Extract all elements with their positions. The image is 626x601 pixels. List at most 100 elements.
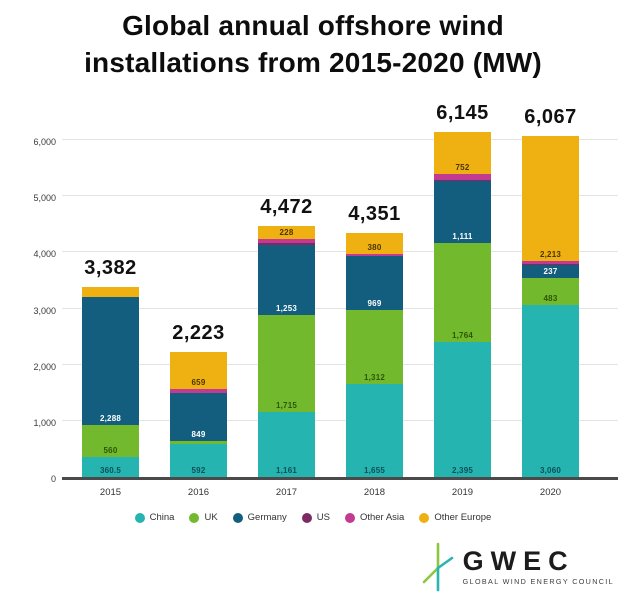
x-axis-tick-label: 2018 [363,487,386,498]
legend-label: China [149,512,175,523]
segment-value-label: 659 [191,378,206,388]
chart-title-line2: installations from 2015-2020 (MW) [84,46,542,78]
bar-segment-germany [82,296,139,426]
bar-total-label: 2,223 [172,322,225,345]
segment-value-label: 1,161 [275,466,298,475]
x-axis-tick-label: 2015 [99,487,122,498]
segment-value-label: 849 [191,429,206,439]
wind-turbine-icon [422,542,453,592]
bar-segment-uk [258,315,315,412]
segment-value-label: 1,715 [275,400,298,410]
x-axis-tick-label: 2017 [275,487,298,498]
segment-value-label: 752 [455,163,470,173]
legend-dot [232,512,243,523]
bar-total-label: 6,145 [436,101,489,124]
bar-segment-china [170,443,227,477]
bar-segment-uk [82,425,139,457]
legend-item-germany: Germany [232,512,287,523]
segment-value-label: 228 [279,227,294,237]
segment-value-label: 1,312 [363,373,386,383]
legend-label: US [316,512,330,523]
bar-segment-other-asia [258,238,315,243]
y-axis-tick-label: 3,000 [33,305,56,316]
segment-value-label: 2,213 [539,249,562,259]
legend-dot [134,512,145,523]
legend-dot [301,512,312,523]
bar-2015: 360.5 560 2,288 [82,143,139,477]
legend-item-other-europe: Other Europe [419,512,491,523]
gridline [62,195,618,197]
legend: China UK Germany US Other Asia Other Europe [0,512,626,523]
chart-title: Global annual offshore wind installation… [0,8,626,82]
logo-subtitle: GLOBAL WIND ENERGY COUNCIL [462,577,614,586]
segment-value-label: 2,395 [451,466,474,475]
bar-segment-other-europe [434,131,491,175]
bar-segment-germany [258,245,315,316]
bar-segment-other-europe [522,136,579,261]
bar-segment-china [82,456,139,477]
logo-name: GWEC [462,546,575,576]
legend-dot [419,512,430,523]
x-axis-tick-label: 2019 [451,487,474,498]
bar-segment-other-europe [258,225,315,239]
logo-text-block: GWEC GLOBAL WIND ENERGY COUNCIL [462,546,614,587]
gridline [62,419,618,421]
bar-segment-china [434,342,491,477]
bar-segment-uk [346,310,403,385]
segment-value-label: 1,253 [275,304,298,314]
y-axis-tick-label: 0 [50,474,56,484]
bar-segment-other-europe [346,232,403,254]
bar-segment-germany [346,255,403,311]
legend-item-us: US [301,512,330,523]
gridline [62,307,618,309]
x-axis-tick-label: 2016 [187,487,210,498]
gridline [62,363,618,365]
segment-value-label: 3,060 [539,466,562,475]
bar-segment-other-europe [82,287,139,297]
legend-item-uk: UK [189,512,218,523]
segment-value-label: 969 [367,299,382,309]
y-axis-tick-label: 6,000 [33,137,56,147]
x-axis-tick-label: 2020 [539,487,562,498]
y-axis-tick-label: 4,000 [33,249,56,260]
bar-segment-germany [522,264,579,279]
y-axis-tick-label: 2,000 [33,361,56,372]
bar-segment-us [258,242,315,246]
bar-segment-germany [170,393,227,441]
legend-label: Germany [247,512,287,523]
bar-segment-china [258,411,315,477]
segment-value-label: 592 [191,466,206,475]
segment-value-label: 1,655 [363,466,386,475]
legend-dot [344,512,355,523]
gridline [62,139,618,140]
y-axis-tick-label: 1,000 [33,417,56,428]
segment-value-label: 560 [103,445,118,455]
bar-total-label: 3,382 [84,257,137,280]
bar-segment-us [434,180,491,182]
gridline [62,251,618,253]
bar-segment-uk [170,440,227,444]
legend-label: UK [204,512,218,523]
plot-area: 3,382 360.5 560 2,288 2,223 592 849 659 4,472 1,1… [62,102,618,480]
bar-2019: 2,395 1,764 1,111 752 [434,131,491,477]
bar-segment-uk [434,243,491,343]
segment-value-label: 483 [543,294,558,304]
segment-value-label: 380 [367,242,382,252]
bar-segment-other-europe [170,352,227,390]
bar-2020: 3,060 483 237 2,213 [522,136,579,477]
bar-total-label: 4,472 [260,195,313,218]
y-axis-tick-label: 5,000 [33,193,56,204]
legend-label: Other Asia [359,512,405,523]
gwec-logo: GWEC GLOBAL WIND ENERGY COUNCIL [415,541,614,593]
segment-value-label: 1,111 [452,232,473,242]
segment-value-label: 2,288 [99,414,122,424]
bar-2016: 592 849 659 [170,143,227,477]
bar-segment-other-asia [170,389,227,394]
legend-dot [189,512,200,523]
bar-segment-china [522,305,579,477]
bar-total-label: 4,351 [348,202,401,225]
bar-segment-us [522,264,579,265]
bar-segment-other-asia [522,260,579,265]
